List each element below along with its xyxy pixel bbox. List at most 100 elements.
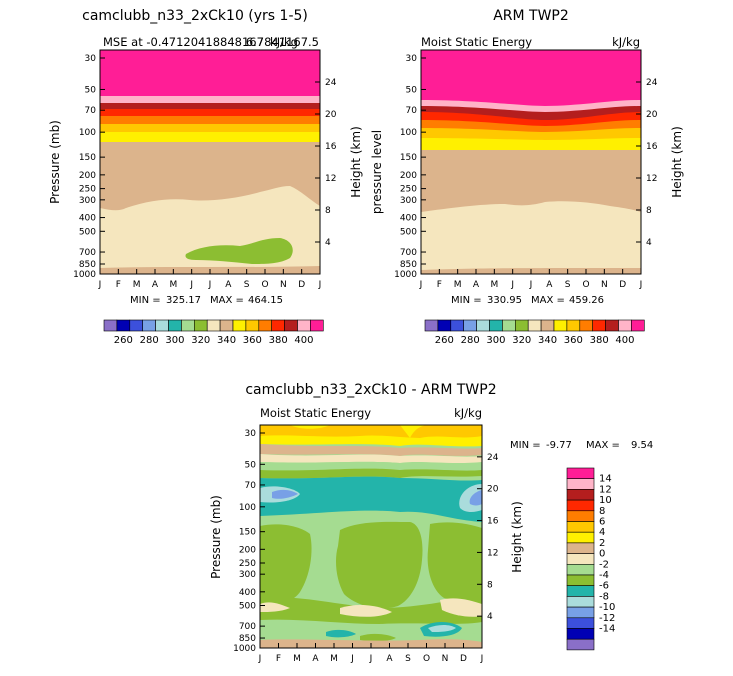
colorbar-swatch: [116, 319, 131, 332]
colorbar-swatch: [592, 319, 606, 332]
x-tick-label: A: [312, 654, 319, 664]
x-tick-label: M: [330, 654, 338, 664]
x-tick-label: J: [510, 280, 514, 290]
panel-model-units: kJ/kg: [270, 35, 298, 49]
x-tick-label: O: [261, 280, 268, 290]
colorbar-swatch: [566, 467, 595, 479]
y-tick-label: 700: [239, 622, 256, 632]
colorbar-swatch: [605, 319, 619, 332]
panel-model-ylabel: Pressure (mb): [48, 120, 62, 204]
y-tick-label: 300: [239, 570, 256, 580]
x-tick-label: J: [208, 280, 212, 290]
colorbar-label: -4: [599, 570, 609, 581]
colorbar-swatch: [181, 319, 195, 332]
height-tick-label: 8: [646, 206, 652, 216]
colorbar-swatch: [631, 319, 645, 332]
colorbar-swatch: [566, 521, 595, 533]
colorbar-swatch: [566, 617, 595, 629]
colorbar-label: 8: [599, 506, 605, 517]
y-tick-label: 500: [79, 227, 96, 237]
colorbar-swatch: [437, 319, 452, 332]
colorbar-swatch: [142, 319, 156, 332]
x-tick-label: A: [225, 280, 232, 290]
y-tick-label: 50: [406, 85, 418, 95]
y-tick-label: 850: [239, 634, 256, 644]
colorbar-label: 340: [538, 335, 557, 346]
x-tick-label: S: [405, 654, 411, 664]
panel-diff-subtitle-left: Moist Static Energy: [260, 406, 371, 420]
y-tick-label: 1000: [233, 644, 256, 654]
colorbar-label: -10: [599, 602, 615, 613]
height-tick-label: 24: [646, 78, 658, 88]
x-tick-label: F: [276, 654, 281, 664]
colorbar-swatch: [206, 319, 221, 332]
panel-diff-title: camclubb_n33_2xCk10 - ARM TWP2: [245, 382, 496, 398]
colorbar-label: 10: [599, 495, 612, 506]
colorbar-label: 320: [191, 335, 210, 346]
y-tick-label: 200: [79, 171, 96, 181]
panel-model-title: camclubb_n33_2xCk10 (yrs 1-5): [82, 8, 308, 24]
x-tick-label: N: [442, 654, 449, 664]
panel-obs-subtitle-left: Moist Static Energy: [421, 35, 532, 49]
x-tick-label: M: [293, 654, 301, 664]
panel-obs-max-label: MAX =: [531, 295, 565, 306]
colorbar-swatch: [566, 638, 595, 651]
colorbar-swatch: [566, 478, 595, 490]
colorbar-label: -8: [599, 591, 609, 602]
colorbar-swatch: [310, 319, 324, 332]
colorbar-swatch: [155, 319, 169, 332]
y-tick-label: 300: [79, 196, 96, 206]
panel-model-min-label: MIN =: [130, 295, 161, 306]
panel-diff-contours: [260, 425, 482, 648]
height-tick-label: 16: [325, 142, 337, 152]
colorbar-swatch: [566, 489, 595, 501]
y-tick-label: 250: [79, 185, 96, 195]
x-tick-label: A: [546, 280, 553, 290]
colorbar-swatch: [168, 319, 182, 332]
panel-obs-units: kJ/kg: [612, 35, 640, 49]
y-tick-label: 200: [400, 171, 417, 181]
x-tick-label: A: [473, 280, 480, 290]
y-tick-label: 850: [400, 260, 417, 270]
y-tick-label: 30: [245, 429, 257, 439]
colorbar-label: 360: [243, 335, 262, 346]
x-tick-label: N: [601, 280, 608, 290]
colorbar-swatch: [566, 499, 595, 512]
y-tick-label: 30: [85, 54, 97, 64]
colorbar-swatch: [566, 563, 595, 576]
colorbar-swatch: [566, 510, 595, 522]
colorbar-label: 380: [590, 335, 609, 346]
y-tick-label: 70: [245, 481, 257, 491]
y-tick-label: 200: [239, 545, 256, 555]
x-tick-label: J: [480, 654, 484, 664]
colorbar-swatch: [476, 319, 490, 332]
y-tick-label: 400: [239, 588, 256, 598]
colorbar-swatch: [258, 319, 272, 332]
colorbar-swatch: [502, 319, 516, 332]
y-tick-label: 30: [406, 54, 418, 64]
colorbar-swatch: [463, 319, 477, 332]
colorbar-swatch: [566, 585, 595, 597]
colorbar-label: 360: [564, 335, 583, 346]
y-tick-label: 70: [406, 106, 418, 116]
x-tick-label: D: [619, 280, 626, 290]
colorbar-swatch: [219, 319, 234, 332]
x-tick-label: J: [318, 280, 322, 290]
colorbar-label: 280: [461, 335, 480, 346]
colorbar-swatch: [566, 531, 595, 544]
colorbar-label: 260: [435, 335, 454, 346]
x-tick-label: M: [169, 280, 177, 290]
panel-model-subtitle-right: 6.7841167.5: [246, 35, 319, 49]
height-tick-label: 16: [646, 142, 658, 152]
x-tick-label: J: [258, 654, 262, 664]
panel-obs-max-value: 459.26: [569, 295, 604, 306]
x-tick-label: J: [189, 280, 193, 290]
colorbar-swatch: [566, 596, 595, 608]
panel-diff-max-label: MAX =: [586, 440, 620, 451]
colorbar-swatch: [284, 319, 298, 332]
y-tick-label: 500: [239, 602, 256, 612]
colorbar-label: 300: [486, 335, 505, 346]
panel-obs-ylabel-right: Height (km): [670, 126, 684, 197]
colorbar-label: 6: [599, 517, 605, 528]
